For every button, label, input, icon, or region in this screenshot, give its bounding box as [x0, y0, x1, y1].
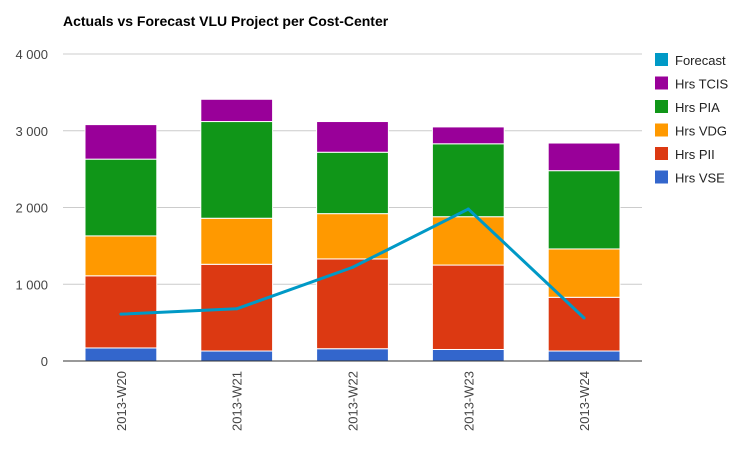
- bar-segment-hrs-pia: [200, 121, 274, 219]
- legend-swatch: [655, 76, 668, 90]
- bar-segment-hrs-pia: [84, 158, 158, 237]
- legend-label: Hrs VSE: [675, 171, 725, 186]
- legend-label: Hrs PIA: [675, 100, 720, 115]
- forecast-point: [235, 307, 239, 311]
- bar-segment-hrs-pii: [316, 258, 389, 350]
- bar-segment-hrs-vdg: [431, 216, 505, 266]
- bar-segment-hrs-vdg: [200, 217, 274, 265]
- y-tick-label: 4 000: [15, 47, 48, 62]
- bar-segment-hrs-vse: [547, 350, 621, 362]
- bar-segment-hrs-pii: [431, 264, 505, 350]
- x-tick-label: 2013-W21: [230, 371, 245, 431]
- legend: Forecast Hrs TCIS Hrs PIA Hrs VDG Hrs PII Hrs…: [655, 53, 729, 186]
- bar-segment-hrs-tcis: [200, 98, 274, 123]
- bar-segment-hrs-pia: [316, 151, 389, 215]
- y-axis: 0 1 000 2 000 3 000 4 000: [15, 47, 48, 369]
- forecast-line-group: [119, 207, 586, 320]
- legend-label: Hrs PII: [675, 147, 715, 162]
- legend-label: Hrs VDG: [675, 124, 727, 139]
- y-tick-label: 1 000: [15, 277, 48, 292]
- legend-label: Hrs TCIS: [675, 77, 729, 92]
- bar-segment-hrs-pia: [431, 143, 505, 218]
- bar-segment-hrs-pii: [547, 296, 621, 352]
- x-axis: 2013-W20 2013-W21 2013-W22 2013-W23 2013-W24: [63, 360, 642, 431]
- legend-label: Forecast: [675, 53, 726, 68]
- bar-segment-hrs-tcis: [84, 124, 158, 160]
- x-tick-label: 2013-W23: [461, 371, 476, 431]
- y-tick-label: 3 000: [15, 124, 48, 139]
- forecast-point: [119, 312, 123, 316]
- y-tick-label: 2 000: [15, 201, 48, 216]
- y-tick-label: 0: [41, 354, 48, 369]
- bar-segment-hrs-tcis: [316, 121, 389, 153]
- legend-swatch: [655, 100, 668, 113]
- bar-segment-hrs-vse: [431, 348, 505, 362]
- bar-segment-hrs-vdg: [84, 235, 158, 277]
- bar-segment-hrs-tcis: [547, 142, 621, 172]
- bar-segment-hrs-pia: [547, 170, 621, 250]
- bar-segment-hrs-vdg: [316, 213, 389, 260]
- forecast-point: [351, 265, 354, 269]
- x-tick-label: 2013-W20: [114, 371, 129, 431]
- bar-stacks: [84, 98, 621, 362]
- bar-segment-hrs-vse: [316, 348, 389, 362]
- forecast-point: [466, 207, 470, 211]
- chart-title: Actuals vs Forecast VLU Project per Cost…: [63, 13, 389, 29]
- bar-segment-hrs-vse: [84, 347, 158, 362]
- x-tick-label: 2013-W22: [346, 371, 361, 431]
- bar-segment-hrs-vdg: [547, 248, 621, 298]
- legend-swatch: [655, 123, 668, 137]
- bar-segment-hrs-tcis: [431, 126, 505, 145]
- legend-swatch: [655, 53, 668, 66]
- bar-segment-hrs-vse: [200, 350, 274, 362]
- legend-swatch: [655, 147, 668, 160]
- legend-swatch: [655, 170, 668, 184]
- forecast-point: [582, 316, 586, 320]
- x-tick-label: 2013-W24: [577, 371, 592, 431]
